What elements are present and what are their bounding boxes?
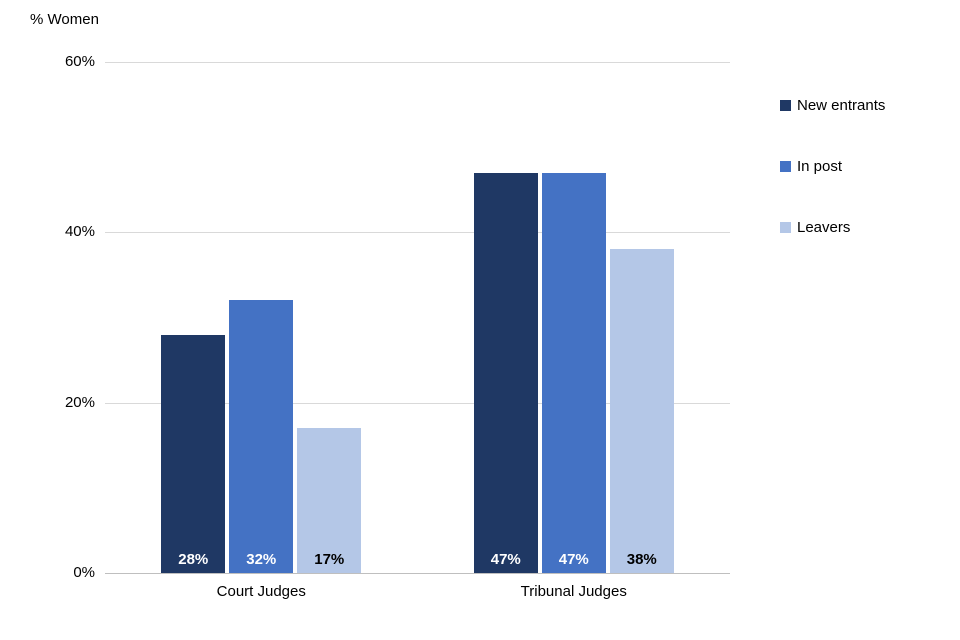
bar-value-label: 32% [246,551,277,568]
x-axis-line [105,573,730,574]
chart-title: % Women [30,11,99,28]
legend-swatch [780,99,791,111]
bar-value-label: 38% [626,551,657,568]
bar-value-label: 47% [558,551,589,568]
bar-leavers-tribunal-judges: 38% [609,249,674,573]
legend-item-new-entrants: New entrants [780,96,885,114]
bar-value-label: 47% [490,551,521,568]
plot-area: 28% 32% 17% 47% 47% 38% [105,62,730,574]
legend-label: Leavers [797,218,851,236]
gridline [105,232,730,234]
x-category-label: Tribunal Judges [520,583,627,600]
legend-swatch [780,221,791,233]
legend-label: New entrants [797,96,886,114]
gridline [105,402,730,404]
legend-item-in-post: In post [780,157,885,175]
bar-value-label: 17% [314,551,345,568]
legend-item-leavers: Leavers [780,218,885,236]
gridline [105,62,730,63]
bar-new-entrants-court-judges: 28% [161,334,226,573]
y-axis-tick-label: 20% [64,393,95,411]
legend-label: In post [797,157,843,175]
bar-leavers-court-judges: 17% [297,428,362,573]
x-category-label: Court Judges [216,583,306,600]
legend-swatch [780,160,791,172]
y-axis-tick-label: 60% [64,53,95,70]
bar-in-post-tribunal-judges: 47% [541,172,606,573]
y-axis-tick-label: 0% [73,564,95,581]
y-axis-tick-label: 40% [64,223,95,241]
bar-in-post-court-judges: 32% [229,300,294,573]
bar-value-label: 28% [178,551,209,568]
legend: New entrants In post Leavers [780,96,885,279]
bar-new-entrants-tribunal-judges: 47% [473,172,538,573]
